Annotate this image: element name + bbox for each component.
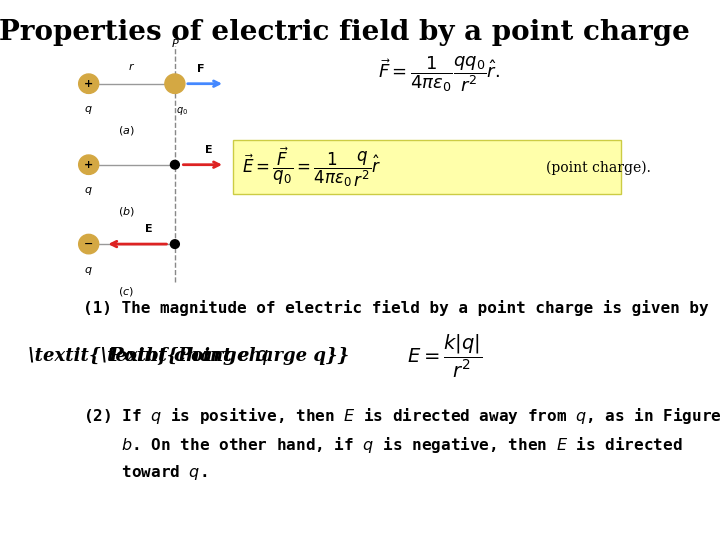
Text: $r$: $r$ bbox=[128, 61, 135, 72]
Text: Point charge $q$: Point charge $q$ bbox=[108, 346, 269, 367]
Circle shape bbox=[171, 160, 179, 169]
Text: $q_0$: $q_0$ bbox=[176, 105, 188, 117]
Circle shape bbox=[165, 74, 185, 93]
Text: (1) The magnitude of electric field by a point charge is given by: (1) The magnitude of electric field by a… bbox=[83, 300, 708, 316]
Text: $\mathbf{E}$: $\mathbf{E}$ bbox=[204, 143, 212, 155]
Text: −: − bbox=[84, 239, 94, 249]
Text: $\vec{E} = \dfrac{\vec{F}}{q_0} = \dfrac{1}{4\pi\varepsilon_0}\dfrac{q}{r^2}\hat: $\vec{E} = \dfrac{\vec{F}}{q_0} = \dfrac… bbox=[242, 145, 381, 190]
Text: $(b)$: $(b)$ bbox=[117, 205, 135, 218]
Text: $q$: $q$ bbox=[84, 265, 93, 276]
Text: $q$: $q$ bbox=[84, 104, 93, 116]
Text: $(a)$: $(a)$ bbox=[118, 124, 135, 137]
Circle shape bbox=[78, 234, 99, 254]
Text: $\mathbf{F}$: $\mathbf{F}$ bbox=[196, 62, 204, 74]
Circle shape bbox=[171, 240, 179, 248]
Text: +: + bbox=[84, 160, 94, 170]
Circle shape bbox=[78, 74, 99, 93]
Text: $\vec{F} = \dfrac{1}{4\pi\varepsilon_0}\dfrac{qq_0}{r^2}\hat{r}.$: $\vec{F} = \dfrac{1}{4\pi\varepsilon_0}\… bbox=[378, 55, 500, 94]
Text: $(c)$: $(c)$ bbox=[118, 285, 134, 298]
Circle shape bbox=[78, 155, 99, 174]
Text: $q$: $q$ bbox=[84, 185, 93, 197]
Text: $E = \dfrac{k|q|}{r^2}$: $E = \dfrac{k|q|}{r^2}$ bbox=[407, 333, 482, 380]
FancyBboxPatch shape bbox=[233, 140, 621, 194]
Text: +: + bbox=[84, 79, 94, 89]
Text: (2) If $q$ is positive, then $E$ is directed away from $q$, as in Figure
    $b$: (2) If $q$ is positive, then $E$ is dire… bbox=[83, 406, 720, 482]
Text: Properties of electric field by a point charge: Properties of electric field by a point … bbox=[0, 19, 690, 46]
Text: $P$: $P$ bbox=[171, 37, 179, 49]
Text: \textit{\textbf{Point charge q}}: \textit{\textbf{Point charge q}} bbox=[28, 347, 349, 366]
Text: $\mathbf{E}$: $\mathbf{E}$ bbox=[145, 222, 153, 234]
Text: (point charge).: (point charge). bbox=[546, 160, 651, 174]
